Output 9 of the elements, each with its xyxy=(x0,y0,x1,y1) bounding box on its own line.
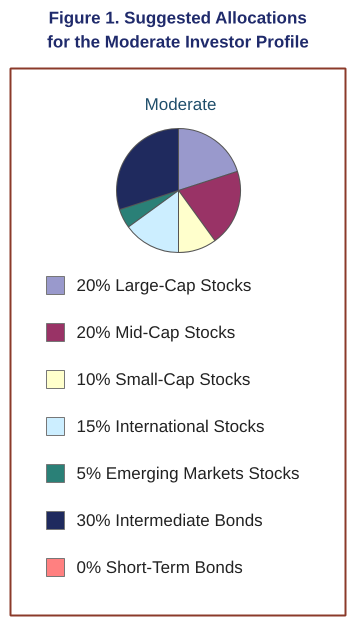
legend-label: 0% Short-Term Bonds xyxy=(76,558,243,577)
legend-label: 15% International Stocks xyxy=(76,417,265,436)
chart-subtitle: Moderate xyxy=(144,95,216,114)
legend-label: 20% Large-Cap Stocks xyxy=(76,276,252,295)
legend-label: 10% Small-Cap Stocks xyxy=(76,370,250,389)
chart-title: Figure 1. Suggested Allocations for the Moderate Investor Profile xyxy=(47,8,309,52)
legend-label: 20% Mid-Cap Stocks xyxy=(76,323,236,342)
legend-label: 5% Emerging Markets Stocks xyxy=(76,464,300,483)
legend-label: 30% Intermediate Bonds xyxy=(76,511,263,530)
